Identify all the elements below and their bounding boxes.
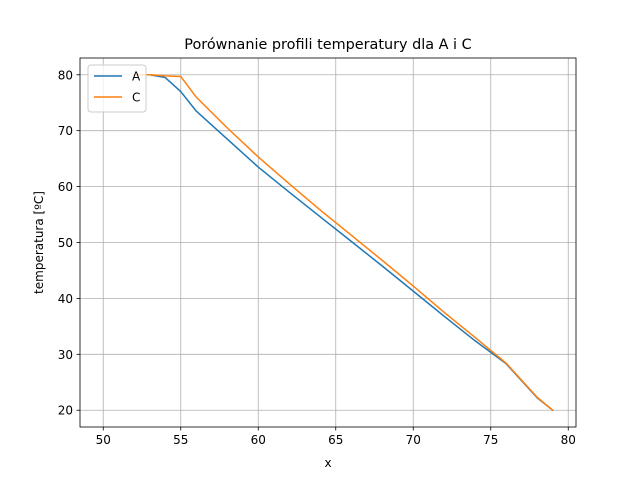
- y-tick-label: 20: [58, 404, 73, 418]
- legend: AC: [87, 64, 147, 113]
- x-tick-label: 80: [561, 433, 576, 447]
- ticks: 50 55 60 65 70 75 80 20 30 40 50 60 70 80: [58, 68, 576, 447]
- series-line-a: [133, 74, 554, 412]
- series-line-c: [133, 74, 554, 412]
- y-tick-label: 30: [58, 348, 73, 362]
- y-tick-label: 40: [58, 292, 73, 306]
- y-tick-label: 50: [58, 236, 73, 250]
- y-tick-label: 60: [58, 180, 73, 194]
- series-layer: [133, 74, 554, 412]
- x-tick-label: 65: [328, 433, 343, 447]
- x-tick-label: 70: [406, 433, 421, 447]
- y-tick-label: 70: [58, 124, 73, 138]
- x-tick-label: 55: [173, 433, 188, 447]
- legend-label-a: A: [132, 70, 141, 84]
- x-tick-label: 50: [96, 433, 111, 447]
- x-tick-label: 75: [483, 433, 498, 447]
- grid: [80, 58, 576, 427]
- chart-title: Porównanie profili temperatury dla A i C: [184, 37, 471, 53]
- y-tick-label: 80: [58, 68, 73, 82]
- x-axis-label: x: [324, 456, 331, 470]
- y-axis-label: temperatura [ºC]: [32, 191, 46, 294]
- x-tick-label: 60: [251, 433, 266, 447]
- legend-label-c: C: [132, 91, 140, 105]
